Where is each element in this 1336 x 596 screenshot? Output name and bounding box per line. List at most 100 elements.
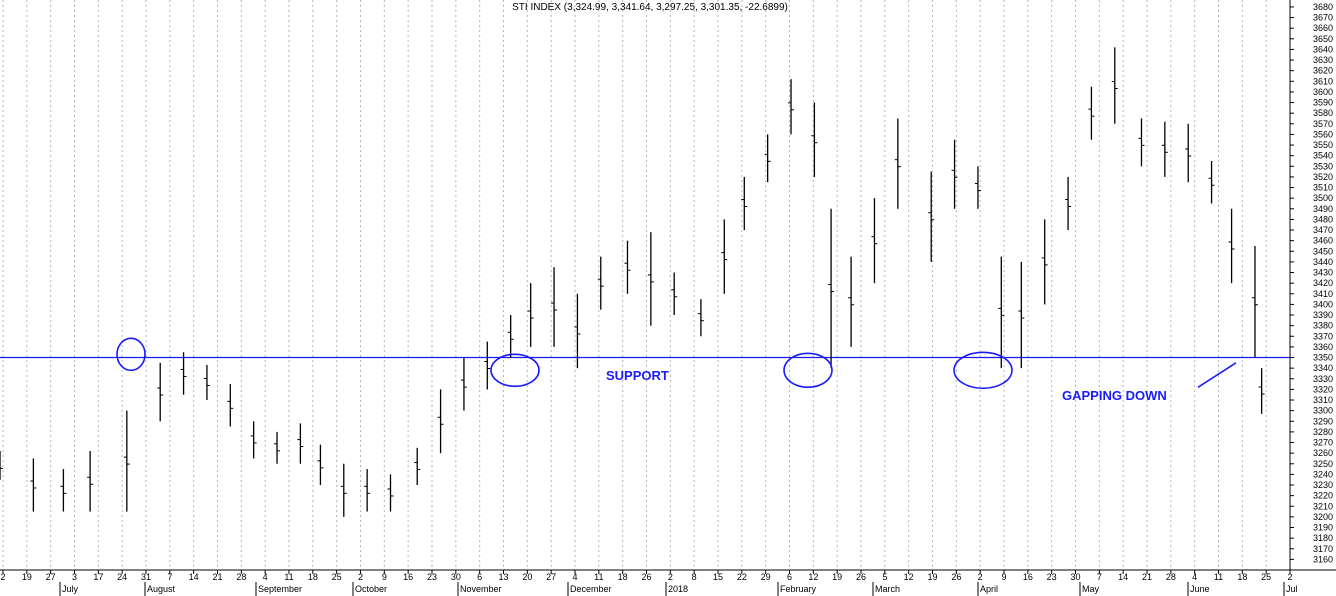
price-bar bbox=[387, 474, 394, 512]
price-bar bbox=[974, 166, 981, 209]
x-day-label: 13 bbox=[498, 572, 508, 582]
y-tick-label: 3530 bbox=[1313, 161, 1333, 171]
circle-annotation bbox=[116, 337, 146, 372]
x-month-label: September bbox=[258, 584, 302, 594]
x-day-label: 6 bbox=[787, 572, 792, 582]
x-day-label: 14 bbox=[1118, 572, 1128, 582]
x-day-label: 2 bbox=[1287, 572, 1292, 582]
y-tick-label: 3190 bbox=[1313, 523, 1333, 533]
price-bar bbox=[574, 293, 581, 369]
price-bar bbox=[60, 469, 67, 512]
y-tick-label: 3670 bbox=[1313, 13, 1333, 23]
price-bar bbox=[597, 256, 604, 310]
price-bar bbox=[0, 451, 3, 480]
y-tick-label: 3490 bbox=[1313, 204, 1333, 214]
x-day-label: 2 bbox=[358, 572, 363, 582]
y-tick-label: 3270 bbox=[1313, 438, 1333, 448]
price-bar bbox=[894, 118, 901, 209]
price-bar bbox=[30, 458, 37, 512]
x-month-label: 2018 bbox=[668, 584, 688, 594]
x-day-label: 19 bbox=[832, 572, 842, 582]
annotation-shapes bbox=[116, 337, 1237, 390]
y-tick-label: 3330 bbox=[1313, 374, 1333, 384]
price-bar bbox=[788, 79, 795, 135]
price-bar bbox=[1258, 368, 1265, 414]
price-bar bbox=[848, 256, 855, 347]
y-tick-label: 3250 bbox=[1313, 459, 1333, 469]
x-day-label: 11 bbox=[1214, 572, 1223, 582]
x-day-label: 15 bbox=[713, 572, 723, 582]
price-bar bbox=[928, 171, 935, 262]
x-day-label: 7 bbox=[1097, 572, 1102, 582]
circle-annotation bbox=[490, 353, 540, 388]
x-day-label: 2 bbox=[978, 572, 983, 582]
price-bar bbox=[274, 431, 281, 464]
x-month-label: March bbox=[875, 584, 900, 594]
x-day-label: 17 bbox=[93, 572, 103, 582]
x-month-label: July bbox=[62, 584, 79, 594]
y-tick-label: 3580 bbox=[1313, 108, 1333, 118]
x-day-label: 18 bbox=[618, 572, 628, 582]
x-month-label: December bbox=[570, 584, 612, 594]
y-tick-label: 3360 bbox=[1313, 342, 1333, 352]
y-tick-label: 3210 bbox=[1313, 501, 1333, 511]
price-bar bbox=[871, 198, 878, 284]
circle-annotation bbox=[783, 352, 833, 389]
y-tick-label: 3370 bbox=[1313, 331, 1333, 341]
y-tick-label: 3610 bbox=[1313, 76, 1333, 86]
y-tick-label: 3570 bbox=[1313, 119, 1333, 129]
x-day-label: 19 bbox=[22, 572, 32, 582]
y-tick-label: 3660 bbox=[1313, 23, 1333, 33]
x-day-label: 11 bbox=[594, 572, 603, 582]
y-tick-label: 3460 bbox=[1313, 236, 1333, 246]
y-tick-label: 3620 bbox=[1313, 66, 1333, 76]
price-bar bbox=[250, 421, 257, 459]
x-day-label: 19 bbox=[927, 572, 937, 582]
gap-pointer-line bbox=[1197, 362, 1237, 388]
price-bar bbox=[697, 299, 704, 337]
x-day-label: 14 bbox=[189, 572, 199, 582]
y-tick-label: 3500 bbox=[1313, 193, 1333, 203]
y-tick-label: 3300 bbox=[1313, 406, 1333, 416]
y-tick-label: 3380 bbox=[1313, 321, 1333, 331]
price-bar bbox=[828, 208, 835, 369]
price-bar bbox=[671, 272, 678, 316]
price-bar bbox=[1111, 47, 1118, 124]
x-day-label: 31 bbox=[141, 572, 151, 582]
chart-title: STI INDEX (3,324.99, 3,341.64, 3,297.25,… bbox=[512, 2, 788, 13]
y-tick-label: 3230 bbox=[1313, 480, 1333, 490]
y-tick-label: 3470 bbox=[1313, 225, 1333, 235]
price-bar bbox=[180, 352, 187, 395]
price-bar bbox=[1161, 121, 1168, 177]
x-day-label: 16 bbox=[403, 572, 413, 582]
x-day-label: 29 bbox=[761, 572, 771, 582]
x-day-label: 22 bbox=[737, 572, 747, 582]
x-day-label: 12 bbox=[904, 572, 914, 582]
x-month-label: April bbox=[980, 584, 998, 594]
x-month-label: February bbox=[780, 584, 817, 594]
price-bar bbox=[364, 469, 371, 512]
y-tick-label: 3260 bbox=[1313, 448, 1333, 458]
y-tick-label: 3600 bbox=[1313, 87, 1333, 97]
x-month-label: Jul bbox=[1286, 584, 1298, 594]
x-month-label: June bbox=[1190, 584, 1210, 594]
y-tick-label: 3320 bbox=[1313, 384, 1333, 394]
price-bar bbox=[764, 134, 771, 183]
grid-lines bbox=[2, 0, 1291, 570]
x-day-label: 24 bbox=[117, 572, 127, 582]
y-tick-label: 3290 bbox=[1313, 416, 1333, 426]
y-tick-label: 3200 bbox=[1313, 512, 1333, 522]
price-bar bbox=[437, 389, 444, 454]
price-bar bbox=[1088, 86, 1095, 140]
x-day-label: 30 bbox=[451, 572, 461, 582]
x-day-label: 4 bbox=[572, 572, 577, 582]
y-tick-label: 3560 bbox=[1313, 129, 1333, 139]
x-day-label: 23 bbox=[1047, 572, 1057, 582]
y-tick-label: 3420 bbox=[1313, 278, 1333, 288]
gapping-down-label: GAPPING DOWN bbox=[1062, 388, 1167, 403]
x-day-label: 9 bbox=[382, 572, 387, 582]
price-bar bbox=[721, 219, 728, 294]
price-bar bbox=[484, 341, 491, 390]
y-tick-label: 3520 bbox=[1313, 172, 1333, 182]
